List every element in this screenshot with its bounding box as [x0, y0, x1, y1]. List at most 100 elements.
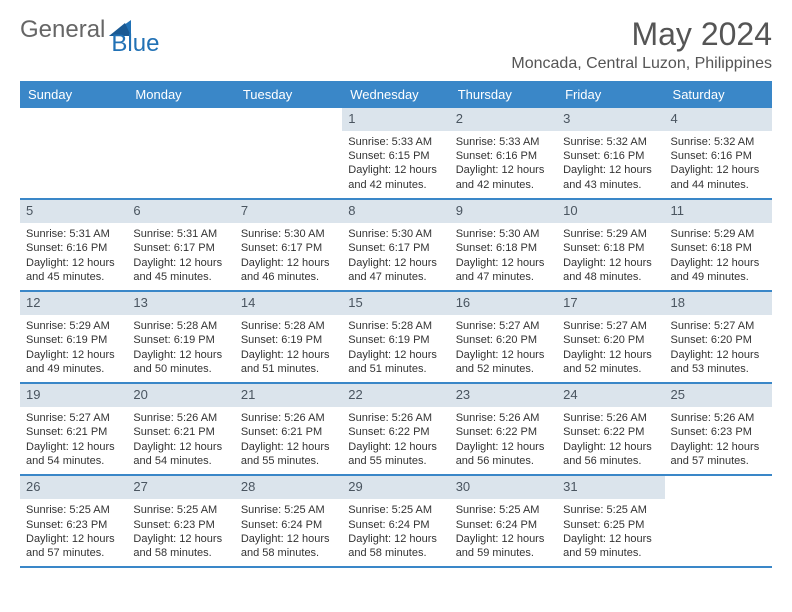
sunrise-text: Sunrise: 5:25 AM [563, 503, 658, 517]
day-number: 20 [127, 384, 234, 407]
daylight-text: Daylight: 12 hours and 52 minutes. [456, 348, 551, 377]
sunrise-text: Sunrise: 5:30 AM [456, 227, 551, 241]
sunset-text: Sunset: 6:23 PM [671, 425, 766, 439]
cell-body: Sunrise: 5:27 AMSunset: 6:20 PMDaylight:… [557, 317, 664, 382]
day-number: 6 [127, 200, 234, 223]
sunrise-text: Sunrise: 5:30 AM [241, 227, 336, 241]
sunset-text: Sunset: 6:16 PM [456, 149, 551, 163]
sunrise-text: Sunrise: 5:29 AM [26, 319, 121, 333]
calendar-cell: 24Sunrise: 5:26 AMSunset: 6:22 PMDayligh… [557, 384, 664, 474]
cell-body: Sunrise: 5:28 AMSunset: 6:19 PMDaylight:… [342, 317, 449, 382]
calendar-cell: 2Sunrise: 5:33 AMSunset: 6:16 PMDaylight… [450, 108, 557, 198]
sunset-text: Sunset: 6:24 PM [241, 518, 336, 532]
daylight-text: Daylight: 12 hours and 58 minutes. [133, 532, 228, 561]
cell-body: Sunrise: 5:27 AMSunset: 6:20 PMDaylight:… [450, 317, 557, 382]
sunset-text: Sunset: 6:17 PM [241, 241, 336, 255]
day-number: 22 [342, 384, 449, 407]
daylight-text: Daylight: 12 hours and 47 minutes. [348, 256, 443, 285]
calendar-cell: 19Sunrise: 5:27 AMSunset: 6:21 PMDayligh… [20, 384, 127, 474]
daylight-text: Daylight: 12 hours and 45 minutes. [133, 256, 228, 285]
calendar-cell: 7Sunrise: 5:30 AMSunset: 6:17 PMDaylight… [235, 200, 342, 290]
day-number: 28 [235, 476, 342, 499]
cell-body: Sunrise: 5:30 AMSunset: 6:17 PMDaylight:… [235, 225, 342, 290]
day-number: 1 [342, 108, 449, 131]
calendar: SundayMondayTuesdayWednesdayThursdayFrid… [20, 81, 772, 568]
day-number: 29 [342, 476, 449, 499]
calendar-cell: 22Sunrise: 5:26 AMSunset: 6:22 PMDayligh… [342, 384, 449, 474]
cell-body: Sunrise: 5:29 AMSunset: 6:18 PMDaylight:… [557, 225, 664, 290]
daylight-text: Daylight: 12 hours and 59 minutes. [456, 532, 551, 561]
daylight-text: Daylight: 12 hours and 45 minutes. [26, 256, 121, 285]
cell-body: Sunrise: 5:25 AMSunset: 6:24 PMDaylight:… [450, 501, 557, 566]
calendar-cell: 30Sunrise: 5:25 AMSunset: 6:24 PMDayligh… [450, 476, 557, 566]
day-number: 2 [450, 108, 557, 131]
sunset-text: Sunset: 6:20 PM [671, 333, 766, 347]
sunrise-text: Sunrise: 5:26 AM [241, 411, 336, 425]
cell-body: Sunrise: 5:26 AMSunset: 6:22 PMDaylight:… [342, 409, 449, 474]
daylight-text: Daylight: 12 hours and 51 minutes. [348, 348, 443, 377]
sunset-text: Sunset: 6:22 PM [563, 425, 658, 439]
calendar-cell: 15Sunrise: 5:28 AMSunset: 6:19 PMDayligh… [342, 292, 449, 382]
sunrise-text: Sunrise: 5:33 AM [348, 135, 443, 149]
week-row: 5Sunrise: 5:31 AMSunset: 6:16 PMDaylight… [20, 200, 772, 292]
sunset-text: Sunset: 6:20 PM [456, 333, 551, 347]
day-header-row: SundayMondayTuesdayWednesdayThursdayFrid… [20, 81, 772, 108]
cell-body: Sunrise: 5:26 AMSunset: 6:23 PMDaylight:… [665, 409, 772, 474]
sunrise-text: Sunrise: 5:28 AM [133, 319, 228, 333]
daylight-text: Daylight: 12 hours and 56 minutes. [456, 440, 551, 469]
calendar-cell [20, 108, 127, 198]
daylight-text: Daylight: 12 hours and 54 minutes. [26, 440, 121, 469]
calendar-cell: 10Sunrise: 5:29 AMSunset: 6:18 PMDayligh… [557, 200, 664, 290]
cell-body: Sunrise: 5:29 AMSunset: 6:18 PMDaylight:… [665, 225, 772, 290]
sunrise-text: Sunrise: 5:27 AM [456, 319, 551, 333]
cell-body: Sunrise: 5:33 AMSunset: 6:16 PMDaylight:… [450, 133, 557, 198]
calendar-cell: 17Sunrise: 5:27 AMSunset: 6:20 PMDayligh… [557, 292, 664, 382]
sunset-text: Sunset: 6:21 PM [26, 425, 121, 439]
calendar-cell: 3Sunrise: 5:32 AMSunset: 6:16 PMDaylight… [557, 108, 664, 198]
day-number: 25 [665, 384, 772, 407]
cell-body: Sunrise: 5:32 AMSunset: 6:16 PMDaylight:… [665, 133, 772, 198]
calendar-cell: 11Sunrise: 5:29 AMSunset: 6:18 PMDayligh… [665, 200, 772, 290]
daylight-text: Daylight: 12 hours and 50 minutes. [133, 348, 228, 377]
week-row: 1Sunrise: 5:33 AMSunset: 6:15 PMDaylight… [20, 108, 772, 200]
day-header-cell: Wednesday [342, 81, 449, 108]
day-number: 18 [665, 292, 772, 315]
calendar-cell: 29Sunrise: 5:25 AMSunset: 6:24 PMDayligh… [342, 476, 449, 566]
daylight-text: Daylight: 12 hours and 59 minutes. [563, 532, 658, 561]
cell-body: Sunrise: 5:26 AMSunset: 6:21 PMDaylight:… [235, 409, 342, 474]
day-header-cell: Saturday [665, 81, 772, 108]
sunset-text: Sunset: 6:23 PM [26, 518, 121, 532]
sunrise-text: Sunrise: 5:26 AM [133, 411, 228, 425]
sunset-text: Sunset: 6:16 PM [671, 149, 766, 163]
daylight-text: Daylight: 12 hours and 49 minutes. [671, 256, 766, 285]
daylight-text: Daylight: 12 hours and 46 minutes. [241, 256, 336, 285]
cell-body: Sunrise: 5:25 AMSunset: 6:25 PMDaylight:… [557, 501, 664, 566]
day-number: 26 [20, 476, 127, 499]
week-row: 12Sunrise: 5:29 AMSunset: 6:19 PMDayligh… [20, 292, 772, 384]
day-number: 13 [127, 292, 234, 315]
day-number: 4 [665, 108, 772, 131]
sunrise-text: Sunrise: 5:25 AM [348, 503, 443, 517]
sunset-text: Sunset: 6:20 PM [563, 333, 658, 347]
calendar-cell: 31Sunrise: 5:25 AMSunset: 6:25 PMDayligh… [557, 476, 664, 566]
location-text: Moncada, Central Luzon, Philippines [511, 55, 772, 73]
calendar-cell: 14Sunrise: 5:28 AMSunset: 6:19 PMDayligh… [235, 292, 342, 382]
day-number: 27 [127, 476, 234, 499]
calendar-cell: 18Sunrise: 5:27 AMSunset: 6:20 PMDayligh… [665, 292, 772, 382]
week-row: 19Sunrise: 5:27 AMSunset: 6:21 PMDayligh… [20, 384, 772, 476]
daylight-text: Daylight: 12 hours and 57 minutes. [26, 532, 121, 561]
day-number: 24 [557, 384, 664, 407]
sunset-text: Sunset: 6:22 PM [456, 425, 551, 439]
calendar-cell: 16Sunrise: 5:27 AMSunset: 6:20 PMDayligh… [450, 292, 557, 382]
calendar-cell: 23Sunrise: 5:26 AMSunset: 6:22 PMDayligh… [450, 384, 557, 474]
logo: General Blue [20, 16, 181, 44]
sunset-text: Sunset: 6:19 PM [348, 333, 443, 347]
day-number: 9 [450, 200, 557, 223]
calendar-cell: 5Sunrise: 5:31 AMSunset: 6:16 PMDaylight… [20, 200, 127, 290]
sunrise-text: Sunrise: 5:26 AM [348, 411, 443, 425]
sunrise-text: Sunrise: 5:27 AM [671, 319, 766, 333]
sunrise-text: Sunrise: 5:31 AM [26, 227, 121, 241]
sunset-text: Sunset: 6:22 PM [348, 425, 443, 439]
sunrise-text: Sunrise: 5:30 AM [348, 227, 443, 241]
sunset-text: Sunset: 6:18 PM [671, 241, 766, 255]
